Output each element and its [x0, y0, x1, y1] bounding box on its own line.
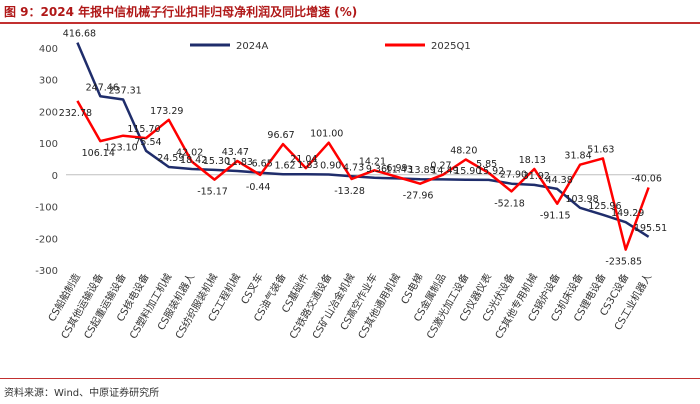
source-bar: 资料来源：Wind、中原证券研究所: [0, 378, 700, 404]
data-label-2024A: 195.51: [634, 223, 667, 234]
data-label-2025Q1: -0.44: [246, 182, 271, 193]
data-label-2024A: 6.65: [252, 159, 273, 170]
data-label-2025Q1: -40.06: [631, 174, 662, 185]
figure-title: 图 9：2024 年报中信机械子行业扣非归母净利润及同比增速 (%): [4, 3, 357, 20]
data-label-2025Q1: -52.18: [494, 198, 525, 209]
y-tick-label: -300: [35, 266, 58, 277]
data-label-2025Q1: 14.21: [359, 156, 386, 167]
source-note: 资料来源：Wind、中原证券研究所: [4, 384, 159, 399]
title-bar: 图 9：2024 年报中信机械子行业扣非归母净利润及同比增速 (%): [0, 0, 700, 24]
data-label-2025Q1: 96.67: [267, 130, 294, 141]
data-label-2025Q1: 43.47: [222, 147, 249, 158]
data-label-2024A: 11.83: [226, 157, 253, 168]
data-label-2025Q1: 21.04: [290, 154, 317, 165]
data-label-2024A: 0.90: [320, 161, 341, 172]
data-label-2024A: 44.38: [546, 175, 573, 186]
y-tick-label: -100: [35, 203, 58, 214]
y-tick-label: -200: [35, 234, 58, 245]
data-label-2025Q1: 123.10: [104, 143, 137, 154]
data-label-2024A: 75.54: [134, 137, 161, 148]
data-label-2025Q1: 51.63: [587, 144, 614, 155]
data-label-2025Q1: -6.99: [383, 163, 408, 174]
data-label-2025Q1: -15.17: [197, 187, 228, 198]
data-label-2025Q1: -91.15: [540, 211, 571, 222]
data-label-2025Q1: 0.27: [430, 161, 451, 172]
legend-label-2024A: 2024A: [236, 41, 268, 52]
legend-label-2025Q1: 2025Q1: [431, 41, 471, 52]
data-label-2025Q1: -13.28: [334, 186, 365, 197]
data-label-2025Q1: 173.29: [150, 106, 183, 117]
data-label-2024A: 416.68: [63, 29, 96, 40]
data-label-2025Q1: 42.02: [176, 147, 203, 158]
data-label-2025Q1: 101.00: [310, 129, 343, 140]
data-label-2024A: 237.31: [108, 85, 141, 96]
line-chart: -300-200-1000100200300400CS船舶制造CS其他运输设备C…: [0, 24, 700, 376]
y-tick-label: 100: [39, 139, 58, 150]
data-label-2025Q1: 5.85: [476, 159, 497, 170]
data-label-2025Q1: 18.13: [519, 155, 546, 166]
data-label-2024A: 149.29: [611, 208, 644, 219]
data-label-2025Q1: 232.78: [59, 108, 92, 119]
y-tick-label: 200: [39, 107, 58, 118]
series-line-2024A: [77, 43, 648, 237]
data-label-2025Q1: 48.20: [450, 146, 477, 157]
data-label-2025Q1: -235.85: [605, 257, 642, 268]
y-tick-label: 400: [39, 44, 58, 55]
data-label-2025Q1: -27.96: [403, 191, 434, 202]
y-tick-label: 300: [39, 76, 58, 87]
data-label-2025Q1: 115.70: [127, 124, 160, 135]
y-tick-label: 0: [52, 171, 58, 182]
